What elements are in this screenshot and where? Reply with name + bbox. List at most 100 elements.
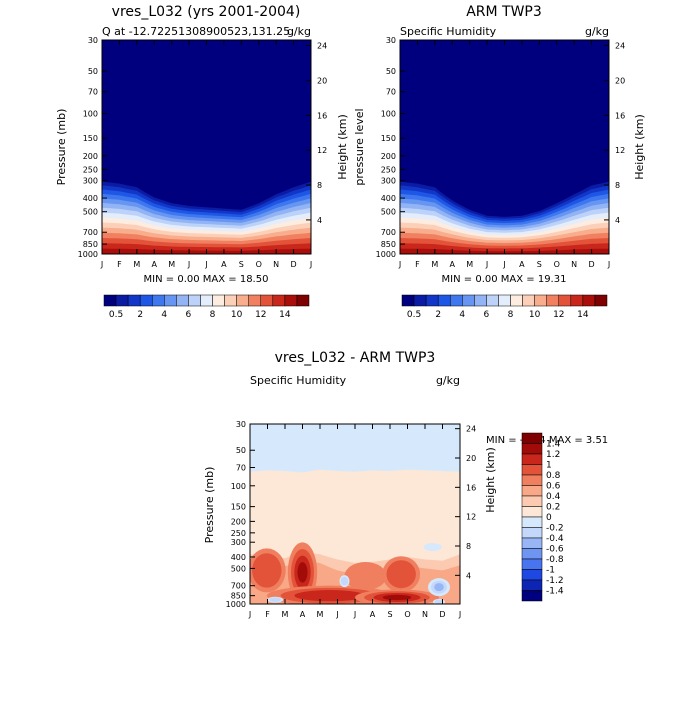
- y-tick-label: 500: [83, 208, 98, 217]
- height-tick-label: 12: [317, 146, 327, 155]
- diff-slight-negative: [250, 424, 460, 473]
- colorbar-swatch: [474, 294, 487, 307]
- x-tick-label: M: [168, 260, 175, 269]
- colorbar-label: 8: [210, 310, 216, 320]
- colorbar-swatch: [498, 294, 511, 307]
- y-tick-label: 850: [231, 592, 246, 601]
- y-tick-label: 50: [386, 67, 396, 76]
- y-tick-label: 150: [83, 134, 98, 143]
- height-tick-label: 4: [466, 571, 471, 580]
- panel-obs-plot: [400, 40, 609, 254]
- colorbar-label: 0: [546, 513, 552, 523]
- x-tick-label: J: [398, 260, 401, 269]
- colorbar-swatch: [176, 294, 189, 307]
- panel-model-subtitle-right: g/kg: [287, 25, 311, 38]
- colorbar-label: 12: [255, 310, 266, 320]
- colorbar-swatch: [521, 464, 543, 476]
- colorbar-swatch: [522, 294, 535, 307]
- colorbar-swatch: [521, 453, 543, 465]
- colorbar-swatch: [521, 579, 543, 591]
- x-tick-label: A: [370, 610, 376, 619]
- colorbar-swatch: [558, 294, 572, 307]
- colorbar-swatch: [521, 558, 543, 570]
- x-tick-label: J: [248, 610, 251, 619]
- y-tick-label: 50: [236, 446, 246, 455]
- x-tick-label: O: [554, 260, 560, 269]
- panel-obs-subtitle-left: Specific Humidity: [400, 25, 497, 38]
- y-tick-label: 250: [83, 165, 98, 174]
- colorbar-label: 2: [435, 310, 441, 320]
- height-tick-label: 12: [466, 513, 476, 522]
- x-tick-label: J: [485, 260, 488, 269]
- y-tick-label: 100: [381, 109, 396, 118]
- panel-obs-subtitle-right: g/kg: [585, 25, 609, 38]
- x-tick-label: S: [239, 260, 244, 269]
- colorbar-swatch: [248, 294, 262, 307]
- y-tick-label: 70: [88, 88, 98, 97]
- colorbar-swatch: [401, 294, 415, 307]
- colorbar-label: 0.6: [546, 482, 561, 492]
- colorbar-label: 12: [553, 310, 564, 320]
- x-tick-label: J: [502, 260, 505, 269]
- panel-obs-ylabel: pressure level: [353, 108, 366, 185]
- panel-model-subtitle-left: Q at -12.72251308900523,131.25: [102, 25, 290, 38]
- panel-model: vres_L032 (yrs 2001-2004) Q at -12.72251…: [55, 4, 349, 320]
- y-tick-label: 250: [381, 165, 396, 174]
- y-tick-label: 200: [381, 152, 396, 161]
- panel-model-colorbar: 0.5 2 4 6 8 10 12 14: [103, 294, 310, 320]
- colorbar-label: 1.4: [546, 440, 561, 450]
- panel-model-minmax: MIN = 0.00 MAX = 18.50: [144, 274, 269, 285]
- colorbar-label: 6: [186, 310, 192, 320]
- colorbar-label: 1.2: [546, 450, 560, 460]
- colorbar-swatch: [151, 294, 165, 307]
- y-tick-label: 850: [83, 240, 98, 249]
- y-tick-label: 200: [83, 152, 98, 161]
- height-tick-label: 8: [615, 181, 620, 190]
- colorbar-swatch: [534, 294, 547, 307]
- diff-negative-blob: [434, 599, 444, 604]
- colorbar-swatch: [164, 294, 177, 307]
- height-tick-label: 20: [615, 76, 625, 85]
- panel-obs-minmax: MIN = 0.00 MAX = 19.31: [442, 274, 567, 285]
- colorbar-label: 2: [137, 310, 143, 320]
- colorbar-label: 14: [577, 310, 589, 320]
- colorbar-swatch: [224, 294, 237, 307]
- x-tick-label: S: [537, 260, 542, 269]
- colorbar-label: -1.2: [546, 576, 564, 586]
- colorbar-label: 6: [484, 310, 490, 320]
- height-tick-label: 8: [466, 542, 471, 551]
- colorbar-swatch: [521, 485, 543, 497]
- height-tick-label: 12: [615, 146, 625, 155]
- x-tick-label: N: [273, 260, 279, 269]
- colorbar-swatch: [236, 294, 249, 307]
- colorbar-swatch: [437, 294, 451, 307]
- y-tick-label: 150: [231, 503, 246, 512]
- panel-diff-ylabel: Pressure (mb): [203, 467, 216, 544]
- x-tick-label: J: [607, 260, 610, 269]
- diff-negative-blob: [340, 576, 349, 586]
- panel-obs-title: ARM TWP3: [466, 4, 542, 20]
- y-tick-label: 50: [88, 67, 98, 76]
- x-tick-label: A: [519, 260, 525, 269]
- colorbar-swatch: [521, 474, 543, 486]
- colorbar-swatch: [272, 294, 286, 307]
- colorbar-swatch: [521, 495, 543, 507]
- colorbar-swatch: [521, 537, 543, 549]
- panel-model-title: vres_L032 (yrs 2001-2004): [112, 4, 301, 20]
- panel-diff-subtitle-left: Specific Humidity: [250, 374, 347, 387]
- y-tick-label: 200: [231, 517, 246, 526]
- y-tick-label: 250: [231, 529, 246, 538]
- height-tick-label: 16: [466, 483, 476, 492]
- height-tick-label: 4: [615, 216, 620, 225]
- colorbar-swatch: [200, 294, 213, 307]
- y-tick-label: 150: [381, 134, 396, 143]
- x-tick-label: N: [422, 610, 428, 619]
- colorbar-swatch: [521, 443, 543, 455]
- x-tick-label: M: [466, 260, 473, 269]
- panel-diff: vres_L032 - ARM TWP3 Specific Humidity g…: [203, 350, 608, 619]
- colorbar-swatch: [521, 548, 543, 560]
- colorbar-label: -1: [546, 566, 555, 576]
- height-tick-label: 20: [466, 454, 476, 463]
- colorbar-swatch: [510, 294, 523, 307]
